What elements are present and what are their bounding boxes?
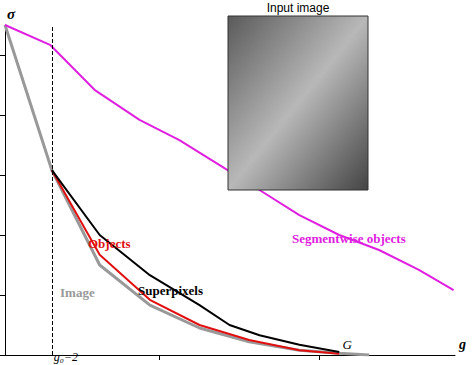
svg-text:g₀=2: g₀=2: [54, 350, 78, 364]
svg-text:Image: Image: [60, 285, 95, 300]
svg-text:σ: σ: [7, 6, 16, 22]
svg-text:g: g: [458, 337, 466, 352]
svg-text:Input image: Input image: [267, 1, 330, 15]
svg-text:Superpixels: Superpixels: [138, 283, 203, 298]
svg-text:Objects: Objects: [88, 236, 131, 251]
svg-text:G: G: [342, 337, 352, 352]
svg-text:Segmentwise objects: Segmentwise objects: [292, 231, 406, 246]
